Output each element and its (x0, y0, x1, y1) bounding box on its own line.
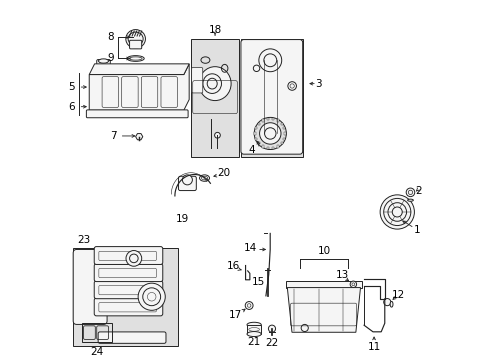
Bar (261, 145, 264, 148)
Ellipse shape (127, 56, 144, 61)
Polygon shape (89, 64, 189, 110)
Bar (257, 123, 259, 125)
Ellipse shape (199, 175, 209, 181)
FancyBboxPatch shape (98, 332, 165, 343)
Text: 21: 21 (247, 337, 260, 347)
Circle shape (244, 302, 253, 310)
Text: 3: 3 (315, 78, 322, 89)
Text: 19: 19 (175, 214, 188, 224)
FancyBboxPatch shape (129, 40, 142, 49)
Circle shape (214, 132, 220, 138)
Bar (280, 142, 282, 144)
Bar (284, 132, 286, 135)
Polygon shape (287, 288, 360, 332)
Text: 24: 24 (90, 347, 103, 357)
Bar (271, 147, 273, 149)
Bar (254, 132, 256, 135)
Text: 1: 1 (413, 225, 419, 235)
Circle shape (182, 175, 192, 185)
FancyBboxPatch shape (94, 281, 163, 299)
FancyBboxPatch shape (73, 249, 107, 324)
Circle shape (349, 281, 356, 288)
Circle shape (259, 123, 281, 144)
Bar (285, 281, 362, 288)
Text: 17: 17 (228, 310, 242, 320)
Circle shape (138, 283, 165, 310)
Text: 7: 7 (110, 131, 117, 141)
Text: 20: 20 (217, 168, 230, 179)
Bar (276, 145, 278, 148)
Circle shape (126, 251, 142, 266)
Bar (73, 248, 178, 346)
Ellipse shape (98, 59, 108, 63)
Bar (255, 138, 257, 140)
Circle shape (268, 325, 275, 332)
Text: 22: 22 (265, 338, 278, 348)
Bar (276, 120, 278, 122)
Text: 13: 13 (335, 270, 348, 280)
FancyBboxPatch shape (94, 264, 163, 282)
Text: 2: 2 (414, 185, 421, 195)
Circle shape (406, 188, 414, 197)
Bar (271, 118, 273, 120)
Circle shape (379, 195, 413, 229)
Text: 5: 5 (68, 82, 75, 92)
Text: 6: 6 (68, 102, 75, 112)
Text: 10: 10 (317, 246, 330, 256)
Circle shape (253, 65, 259, 72)
Bar (261, 120, 264, 122)
FancyBboxPatch shape (178, 176, 196, 190)
Bar (82, 323, 112, 342)
Bar (257, 142, 259, 144)
Text: 18: 18 (208, 25, 221, 35)
FancyBboxPatch shape (191, 68, 203, 93)
Text: 12: 12 (390, 290, 404, 300)
Circle shape (391, 207, 402, 217)
Circle shape (258, 49, 281, 72)
Text: 23: 23 (77, 235, 90, 245)
Text: 14: 14 (244, 243, 257, 253)
Bar (191, 39, 239, 157)
Bar (283, 138, 285, 140)
Circle shape (264, 128, 275, 139)
Text: 9: 9 (107, 54, 114, 63)
Text: 15: 15 (252, 276, 265, 287)
Text: 8: 8 (107, 32, 114, 42)
Bar (246, 325, 261, 334)
Ellipse shape (128, 32, 143, 46)
Circle shape (287, 82, 296, 90)
Ellipse shape (199, 67, 231, 100)
FancyBboxPatch shape (94, 298, 163, 316)
Circle shape (383, 298, 390, 306)
FancyBboxPatch shape (97, 59, 110, 76)
Bar (266, 118, 268, 120)
Ellipse shape (246, 322, 261, 327)
Bar (266, 147, 268, 149)
FancyBboxPatch shape (241, 40, 302, 154)
Text: 16: 16 (226, 261, 239, 271)
Ellipse shape (125, 30, 145, 48)
Circle shape (383, 198, 410, 226)
Ellipse shape (407, 199, 412, 201)
FancyBboxPatch shape (94, 247, 163, 265)
Circle shape (387, 203, 406, 221)
Circle shape (254, 117, 286, 149)
Polygon shape (135, 134, 142, 140)
Polygon shape (89, 64, 189, 75)
Bar (280, 123, 282, 125)
Text: 11: 11 (366, 342, 380, 352)
FancyBboxPatch shape (86, 110, 188, 118)
Text: 4: 4 (248, 145, 255, 155)
Ellipse shape (389, 301, 392, 307)
Bar (241, 39, 303, 157)
Ellipse shape (246, 332, 261, 337)
Bar (255, 127, 257, 129)
Bar (283, 127, 285, 129)
